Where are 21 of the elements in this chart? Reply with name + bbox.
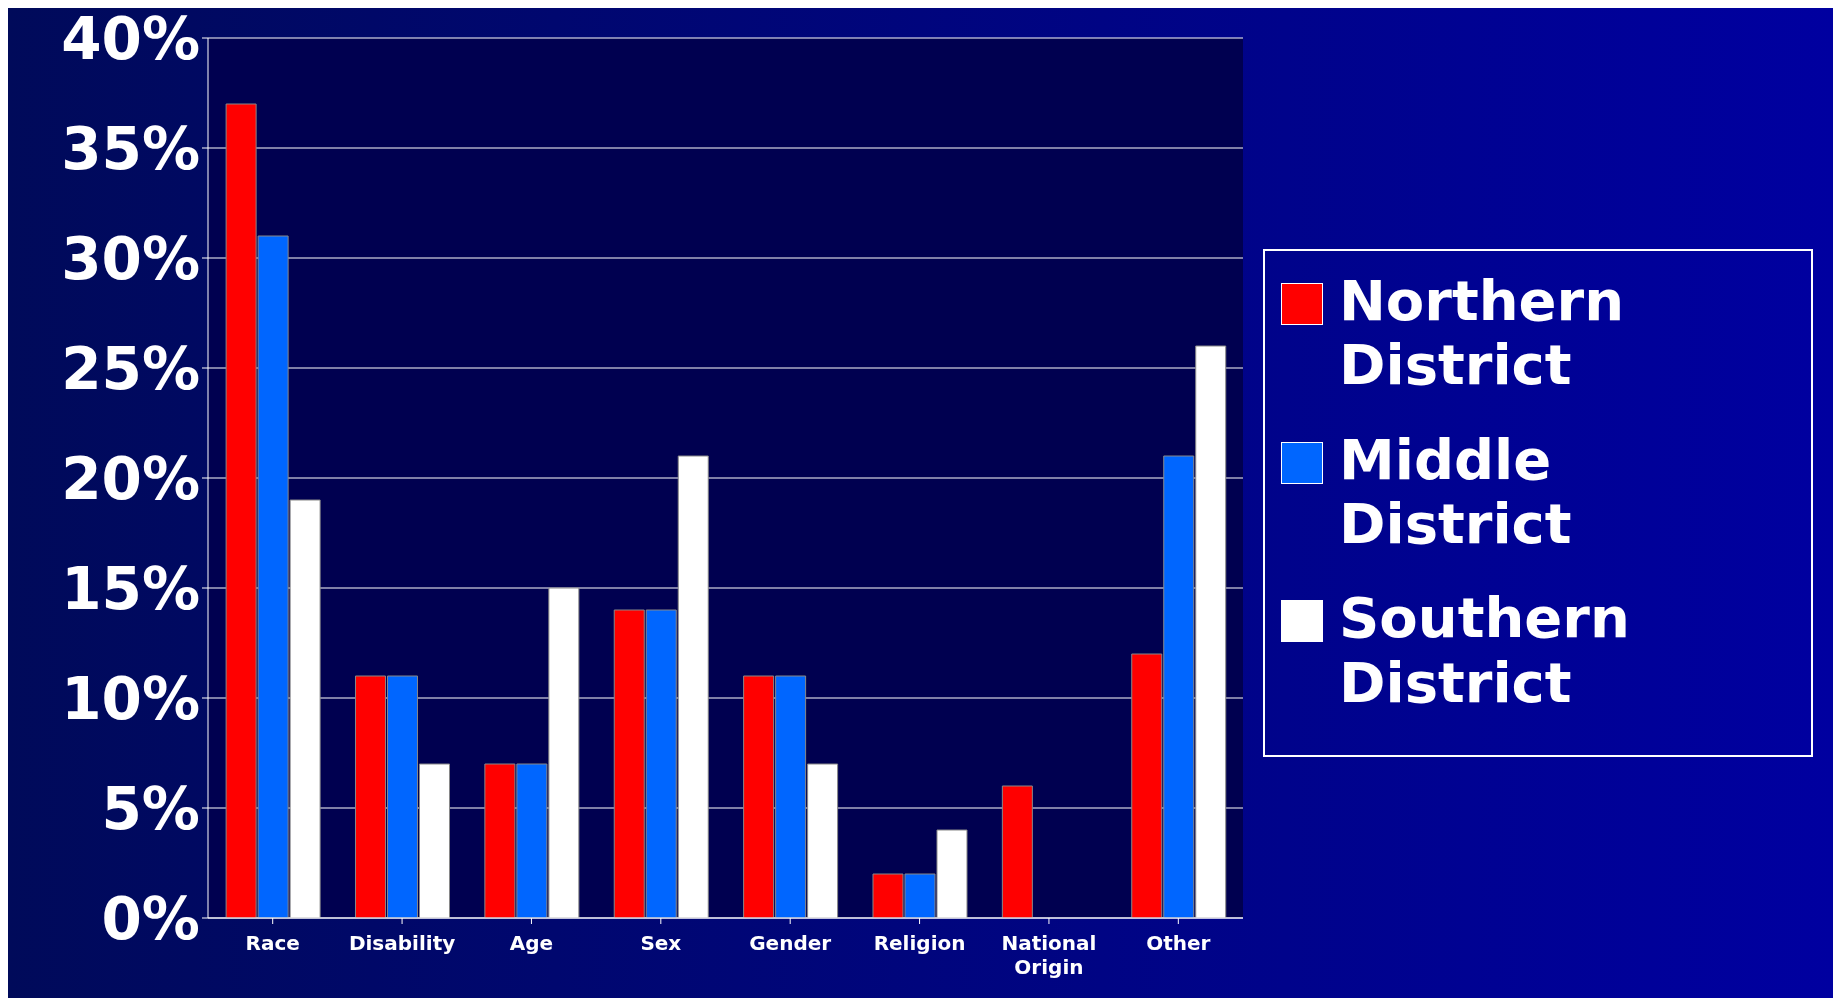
y-tick-label: 20% bbox=[61, 444, 200, 513]
x-tick-label: National Origin bbox=[1001, 931, 1097, 979]
bar bbox=[1001, 785, 1033, 918]
y-tick-label: 40% bbox=[61, 4, 200, 73]
y-tick-label: 5% bbox=[101, 774, 200, 843]
x-tick-label: Disability bbox=[348, 931, 456, 955]
legend-label: Middle District bbox=[1339, 426, 1573, 557]
legend-label: Northern District bbox=[1339, 267, 1626, 398]
y-tick-label: 0% bbox=[101, 884, 200, 953]
y-tick-label: 10% bbox=[61, 664, 200, 733]
y-tick-label: 25% bbox=[61, 334, 200, 403]
legend-label: Southern District bbox=[1339, 585, 1631, 716]
y-tick-label: 30% bbox=[61, 224, 200, 293]
x-tick-label: Age bbox=[509, 931, 554, 955]
x-tick-label: Sex bbox=[640, 931, 682, 955]
x-tick-label: Religion bbox=[873, 931, 966, 955]
x-tick-label: Other bbox=[1146, 931, 1211, 955]
x-tick-label: Race bbox=[245, 931, 300, 955]
y-tick-label: 15% bbox=[61, 554, 200, 623]
y-tick-label: 35% bbox=[61, 114, 200, 183]
x-tick-label: Gender bbox=[749, 931, 832, 955]
